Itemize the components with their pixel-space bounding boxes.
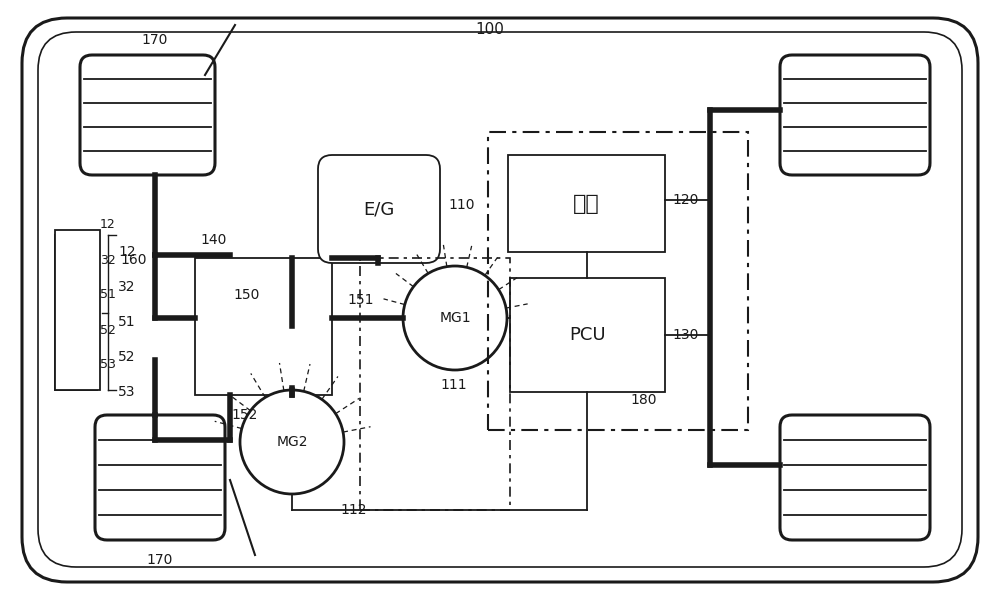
- Bar: [510, 278, 665, 392]
- Text: 53: 53: [118, 385, 136, 399]
- Circle shape: [403, 266, 507, 370]
- Text: 53: 53: [100, 358, 116, 371]
- Bar: [508, 155, 665, 252]
- Text: 12: 12: [118, 245, 136, 259]
- Text: 51: 51: [118, 315, 136, 329]
- Text: 52: 52: [118, 350, 136, 364]
- FancyBboxPatch shape: [22, 18, 978, 582]
- Bar: [488, 132, 748, 430]
- Text: 150: 150: [234, 288, 260, 302]
- Text: 130: 130: [672, 328, 698, 342]
- Text: 112: 112: [340, 503, 366, 517]
- Bar: [195, 258, 332, 395]
- Bar: [55, 230, 100, 390]
- Text: 电池: 电池: [573, 193, 600, 213]
- FancyBboxPatch shape: [38, 32, 962, 567]
- Text: 52: 52: [100, 323, 116, 337]
- Text: 180: 180: [630, 393, 656, 407]
- FancyBboxPatch shape: [780, 415, 930, 540]
- Text: 151: 151: [347, 293, 374, 307]
- Text: E/G: E/G: [363, 200, 395, 218]
- Text: 51: 51: [100, 289, 116, 301]
- FancyBboxPatch shape: [95, 415, 225, 540]
- Bar: [55, 235, 97, 390]
- FancyBboxPatch shape: [780, 55, 930, 175]
- Circle shape: [240, 390, 344, 494]
- Text: 140: 140: [200, 233, 226, 247]
- Text: 120: 120: [672, 193, 698, 207]
- Text: PCU: PCU: [569, 326, 606, 344]
- Text: 111: 111: [440, 378, 467, 392]
- Text: 100: 100: [476, 23, 504, 38]
- FancyBboxPatch shape: [80, 55, 215, 175]
- Bar: [360, 258, 510, 510]
- FancyBboxPatch shape: [318, 155, 440, 263]
- Text: 12: 12: [100, 219, 116, 231]
- Text: 170: 170: [142, 33, 168, 47]
- Text: 160: 160: [120, 253, 147, 267]
- Text: 110: 110: [448, 198, 475, 212]
- Text: 32: 32: [100, 253, 116, 267]
- Text: 32: 32: [118, 280, 136, 294]
- Text: MG1: MG1: [439, 311, 471, 325]
- Text: 152: 152: [232, 408, 258, 422]
- Text: MG2: MG2: [276, 435, 308, 449]
- Text: 170: 170: [147, 553, 173, 567]
